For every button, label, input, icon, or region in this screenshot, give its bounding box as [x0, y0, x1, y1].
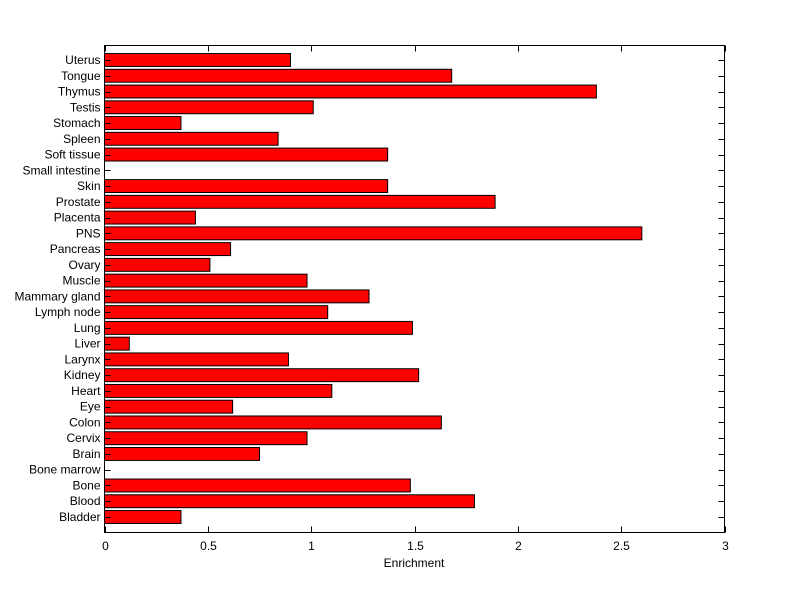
y-tick-label: Soft tissue [44, 148, 100, 162]
x-tick-label: 3 [722, 539, 729, 553]
y-tick-label: Uterus [65, 53, 100, 67]
bar-lung [104, 320, 413, 335]
y-tick-label: Placenta [54, 211, 101, 225]
y-tick-label: Larynx [64, 352, 100, 366]
bar-prostate [104, 194, 496, 209]
bar-muscle [104, 273, 308, 288]
bar-brain [104, 447, 260, 461]
y-tick-label: Ovary [68, 258, 100, 272]
y-tick-label: Skin [77, 179, 100, 193]
x-tick-label: 0.5 [200, 539, 217, 553]
bar-stomach [104, 116, 182, 130]
y-tick-label: Spleen [63, 132, 100, 146]
bar-pancreas [104, 242, 232, 257]
x-axis-label: Enrichment [384, 556, 445, 570]
y-tick-label: Testis [70, 100, 101, 114]
y-tick-label: Bladder [59, 510, 100, 524]
y-tick-label: Bone [72, 478, 100, 492]
x-tick-label: 0 [102, 539, 109, 553]
x-tick-label: 1 [308, 539, 315, 553]
y-tick-label: Prostate [56, 195, 101, 209]
bar-blood [104, 494, 475, 509]
bar-thymus [104, 84, 597, 99]
y-tick-label: Heart [71, 384, 101, 398]
y-tick-label: Stomach [53, 116, 100, 130]
y-tick-label: Blood [70, 494, 101, 508]
bar-soft-tissue [104, 147, 389, 162]
plot-frame [104, 45, 725, 533]
bar-mammary-gland [104, 289, 370, 304]
bar-lymph-node [104, 305, 329, 320]
y-tick-label: Brain [72, 447, 100, 461]
y-tick-label: Colon [69, 415, 100, 429]
bar-kidney [104, 368, 420, 383]
y-tick-label: PNS [76, 226, 101, 240]
bar-ovary [104, 257, 211, 272]
bar-skin [104, 179, 389, 194]
bar-liver [104, 336, 130, 351]
bar-pns [104, 226, 643, 241]
bar-cervix [104, 431, 308, 446]
y-tick-label: Mammary gland [14, 289, 100, 303]
bar-eye [104, 399, 234, 414]
bar-uterus [104, 53, 291, 67]
bar-colon [104, 415, 442, 430]
bar-tongue [104, 68, 453, 83]
y-tick-label: Bone marrow [29, 463, 101, 477]
bar-bladder [104, 510, 182, 524]
y-tick-label: Liver [74, 337, 100, 351]
y-tick-label: Lymph node [35, 305, 101, 319]
bar-heart [104, 383, 333, 398]
x-tick-label: 1.5 [407, 539, 424, 553]
y-tick-label: Muscle [62, 274, 100, 288]
bar-larynx [104, 352, 289, 367]
x-tick-label: 2.5 [613, 539, 630, 553]
y-tick-label: Lung [74, 321, 101, 335]
bar-spleen [104, 131, 279, 146]
x-tick-label: 2 [515, 539, 522, 553]
bar-testis [104, 100, 314, 115]
y-tick-label: Thymus [58, 85, 101, 99]
y-tick-label: Cervix [66, 431, 100, 445]
bar-placenta [104, 210, 196, 225]
y-tick-label: Eye [80, 400, 101, 414]
y-tick-label: Tongue [61, 69, 101, 83]
y-tick-label: Kidney [64, 368, 101, 382]
y-tick-label: Pancreas [50, 242, 101, 256]
bar-bone [104, 478, 411, 493]
y-tick-label: Small intestine [22, 163, 100, 177]
